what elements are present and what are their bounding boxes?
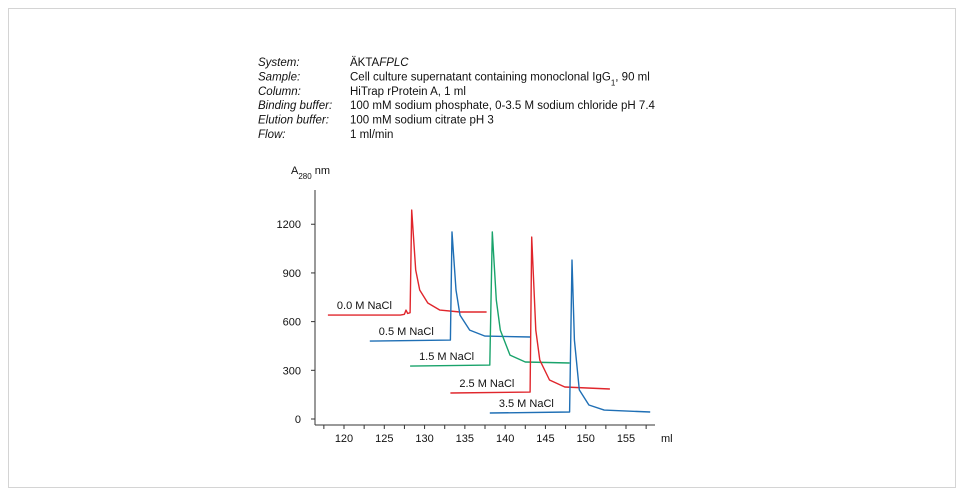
info-row: Column: HiTrap rProtein A, 1 ml (258, 86, 466, 98)
text-part: 100 mM sodium citrate pH 3 (350, 115, 494, 127)
text-part: 100 mM sodium phosphate, 0-3.5 M sodium … (350, 100, 656, 112)
info-row: Elution buffer: 100 mM sodium citrate pH … (258, 115, 494, 127)
info-row: Flow: 1 ml/min (258, 129, 393, 141)
x-axis-label: ml (661, 433, 673, 445)
info-row: System: ÄKTAFPLC (258, 57, 409, 69)
subscript: 1 (611, 78, 616, 87)
info-value: 1 ml/min (350, 129, 393, 141)
info-label: Flow: (258, 129, 285, 141)
x-tick-label: 140 (496, 433, 514, 445)
trace (410, 231, 570, 367)
info-label: Binding buffer: (258, 100, 332, 112)
info-label: Column: (258, 86, 301, 98)
info-row: Binding buffer: 100 mM sodium phosphate, … (258, 100, 656, 112)
y-tick-label: 600 (283, 317, 301, 329)
text-part: Cell culture supernatant containing mono… (350, 71, 611, 83)
text-part: FPLC (379, 57, 409, 69)
info-value: 100 mM sodium phosphate, 0-3.5 M sodium … (350, 100, 656, 112)
x-tick-label: 145 (536, 433, 554, 445)
text-part: 1 ml/min (350, 129, 393, 141)
text-part: HiTrap rProtein A, 1 ml (350, 86, 466, 98)
y-tick-label: 0 (295, 414, 301, 426)
y-tick-label: 900 (283, 268, 301, 280)
info-label: Elution buffer: (258, 115, 329, 127)
info-row: Sample: Cell culture supernatant containi… (258, 71, 650, 87)
info-value: Cell culture supernatant containing mono… (350, 71, 650, 87)
text-part: , 90 ml (615, 71, 650, 83)
subscript: 280 (298, 172, 312, 181)
text-part: ÄKTA (350, 57, 380, 69)
trace (489, 259, 651, 414)
trace-label: 0.5 M NaCl (379, 326, 434, 338)
y-axis-label: A280 nm (291, 165, 330, 181)
y-tick-label: 300 (283, 365, 301, 377)
info-label: Sample: (258, 71, 300, 83)
x-tick-label: 125 (375, 433, 393, 445)
x-tick-label: 155 (617, 433, 635, 445)
chart: 0 300 600 900 1200 120 125 130 135 140 145 150 155 ml… (277, 165, 673, 445)
trace-label: 3.5 M NaCl (499, 398, 554, 410)
info-value: 100 mM sodium citrate pH 3 (350, 115, 494, 127)
trace (450, 236, 610, 394)
info-label: System: (258, 57, 300, 69)
trace (327, 209, 487, 316)
info-value: ÄKTAFPLC (350, 57, 409, 69)
text-part: A (291, 165, 299, 177)
trace-label: 0.0 M NaCl (337, 300, 392, 312)
y-tick-label: 1200 (277, 219, 301, 231)
info-block: System: ÄKTAFPLC Sample: Cell culture super… (258, 57, 656, 141)
x-tick-label: 135 (456, 433, 474, 445)
frame (8, 8, 956, 488)
trace-label: 1.5 M NaCl (419, 351, 474, 363)
trace (369, 231, 531, 342)
x-tick-label: 150 (577, 433, 595, 445)
x-tick-label: 120 (335, 433, 353, 445)
trace-label: 2.5 M NaCl (459, 378, 514, 390)
text-part: nm (315, 165, 330, 177)
x-tick-label: 130 (415, 433, 433, 445)
info-value: HiTrap rProtein A, 1 ml (350, 86, 466, 98)
